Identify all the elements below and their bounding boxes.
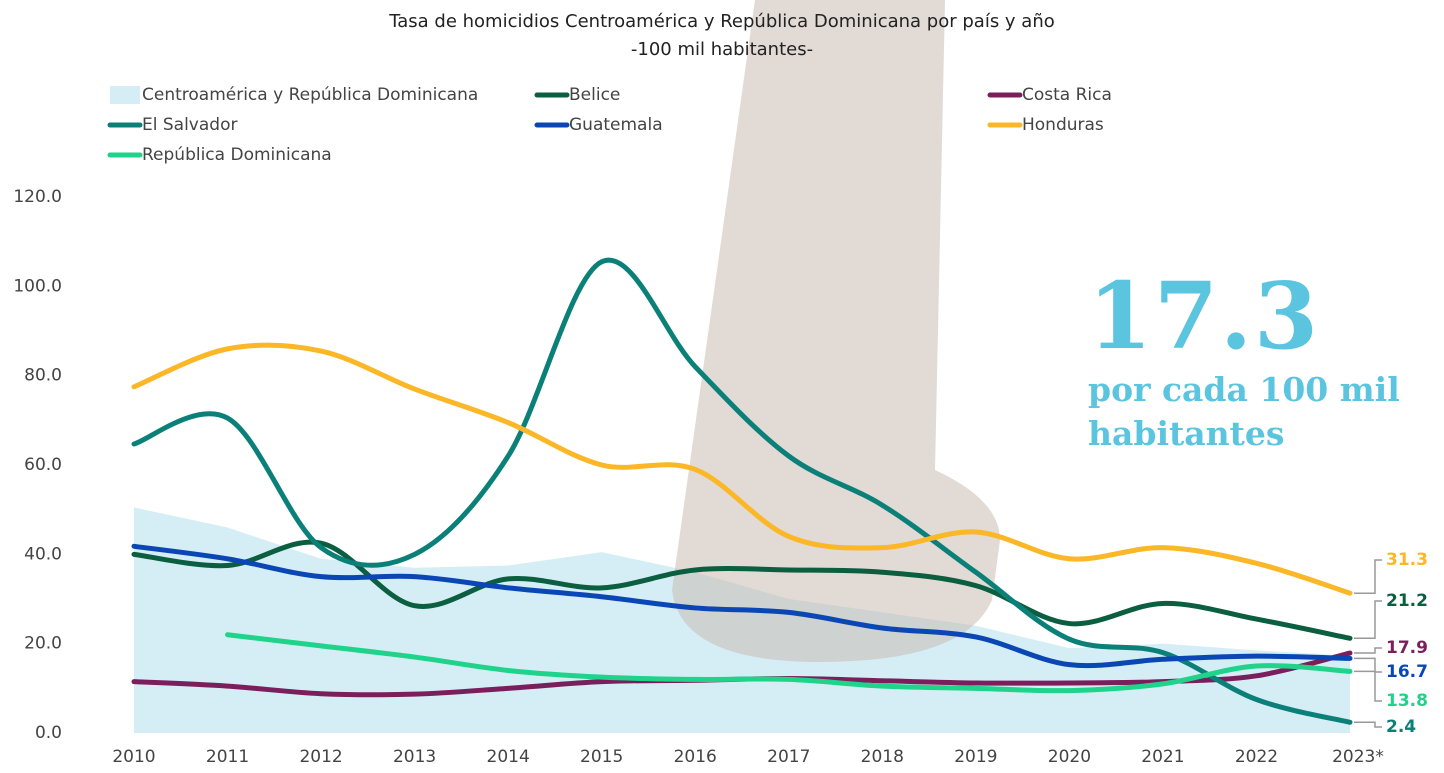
line	[225, 632, 1353, 694]
big-number: 17.3	[1088, 262, 1321, 370]
legend-label: Belice	[569, 85, 620, 105]
line	[131, 543, 1353, 669]
annotation: por cada 100 mil habitantes	[1088, 370, 1400, 453]
x-tick-label: 2011	[206, 747, 249, 767]
x-tick-label: 2010	[112, 747, 155, 767]
data-label: 16.7	[1386, 662, 1428, 682]
leader-line	[1354, 670, 1382, 702]
x-tick-label: 2020	[1048, 747, 1091, 767]
x-tick-label: 2014	[487, 747, 530, 767]
decoration	[672, 0, 1000, 662]
x-tick-label: 2017	[767, 747, 810, 767]
x-tick-label: 2021	[1141, 747, 1184, 767]
y-tick-label: 100.0	[13, 276, 62, 296]
line	[131, 257, 1353, 725]
leader-line	[1354, 721, 1382, 728]
legend-label: El Salvador	[142, 115, 237, 135]
x-tick-label: 2016	[674, 747, 717, 767]
leader-line	[1354, 559, 1382, 594]
line	[131, 539, 1353, 641]
data-label: 31.3	[1386, 550, 1428, 570]
data-label: 21.2	[1386, 591, 1428, 611]
y-tick-label: 80.0	[24, 366, 62, 386]
x-tick-label: 2019	[954, 747, 997, 767]
line	[131, 342, 1353, 596]
y-tick-label: 20.0	[24, 634, 62, 654]
x-tick-label: 2018	[861, 747, 904, 767]
data-label: 17.9	[1386, 638, 1428, 658]
legend-label: Guatemala	[569, 115, 663, 135]
y-tick-label: 40.0	[24, 544, 62, 564]
x-tick-label: 2013	[393, 747, 436, 767]
x-tick-label: 2023*	[1332, 747, 1384, 767]
legend-label: Honduras	[1022, 115, 1104, 135]
chart-subtitle: -100 mil habitantes-	[631, 39, 813, 60]
data-label: 2.4	[1386, 717, 1416, 737]
x-tick-label: 2015	[580, 747, 623, 767]
leader-line	[1354, 657, 1382, 673]
legend-label: República Dominicana	[142, 145, 332, 165]
chart-title: Tasa de homicidios Centroamérica y Repúb…	[388, 11, 1055, 32]
data-label: 13.8	[1386, 691, 1428, 711]
y-tick-label: 120.0	[13, 187, 62, 207]
legend-label: Centroamérica y República Dominicana	[142, 85, 478, 105]
x-tick-label: 2022	[1235, 747, 1278, 767]
y-tick-label: 0.0	[35, 723, 62, 743]
leader-line	[1354, 600, 1382, 640]
leader-line	[1354, 647, 1382, 654]
y-tick-label: 60.0	[24, 455, 62, 475]
legend-swatch	[110, 86, 140, 104]
x-tick-label: 2012	[299, 747, 342, 767]
legend-label: Costa Rica	[1022, 85, 1112, 105]
